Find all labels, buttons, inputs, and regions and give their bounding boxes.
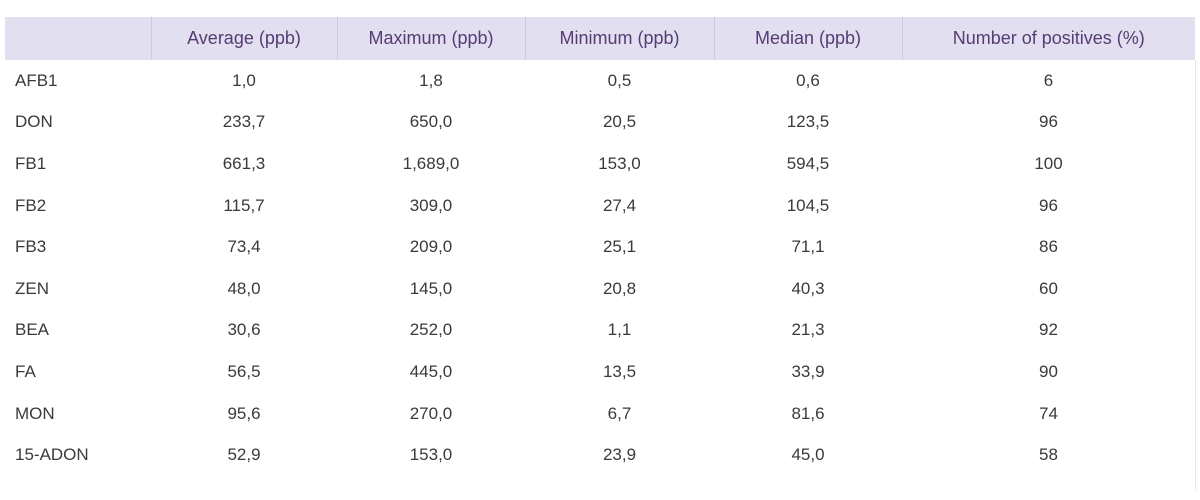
cell-median: 21,3 xyxy=(791,320,825,340)
table-row: DON 233,7 650,0 20,5 123,5 96 xyxy=(5,102,1195,144)
mycotoxin-table: Average (ppb) Maximum (ppb) Minimum (ppb… xyxy=(5,17,1195,476)
cell-maximum: 145,0 xyxy=(409,278,453,298)
cell-positives: 100 xyxy=(1034,153,1063,173)
header-cell-median: Median (ppb) xyxy=(713,17,902,60)
row-label: DON xyxy=(15,112,53,132)
cell-average: 1,0 xyxy=(232,70,256,90)
cell-median: 33,9 xyxy=(791,361,825,381)
cell-maximum: 1,689,0 xyxy=(402,153,460,173)
cell-maximum: 270,0 xyxy=(409,403,453,423)
cell-average: 661,3 xyxy=(222,153,266,173)
cell-positives: 86 xyxy=(1039,237,1058,257)
row-label: FB1 xyxy=(15,153,47,173)
cell-median: 0,6 xyxy=(796,70,820,90)
cell-minimum: 25,1 xyxy=(602,237,637,257)
cell-average: 73,4 xyxy=(227,237,261,257)
cell-maximum: 1,8 xyxy=(419,70,443,90)
row-label: FB3 xyxy=(15,237,47,257)
row-label: FA xyxy=(15,361,36,381)
cell-average: 56,5 xyxy=(227,361,261,381)
cell-median: 104,5 xyxy=(786,195,830,215)
cell-median: 45,0 xyxy=(791,445,825,465)
header-cell-maximum: Maximum (ppb) xyxy=(336,17,525,60)
table-right-border xyxy=(1195,60,1196,490)
table-row: FB2 115,7 309,0 27,4 104,5 96 xyxy=(5,185,1195,227)
cell-maximum: 650,0 xyxy=(409,112,453,132)
header-row: Average (ppb) Maximum (ppb) Minimum (ppb… xyxy=(5,17,1195,60)
table-row: BEA 30,6 252,0 1,1 21,3 92 xyxy=(5,310,1195,352)
header-cell-average: Average (ppb) xyxy=(150,17,337,60)
cell-positives: 60 xyxy=(1039,278,1058,298)
row-label: 15-ADON xyxy=(15,445,89,465)
cell-average: 52,9 xyxy=(227,445,261,465)
table-row: FA 56,5 445,0 13,5 33,9 90 xyxy=(5,351,1195,393)
cell-minimum: 6,7 xyxy=(607,403,632,423)
cell-maximum: 209,0 xyxy=(409,237,453,257)
cell-minimum: 1,1 xyxy=(607,320,632,340)
cell-positives: 90 xyxy=(1039,361,1058,381)
cell-positives: 96 xyxy=(1039,112,1058,132)
table-body: AFB1 1,0 1,8 0,5 0,6 6 DON 233,7 650,0 2… xyxy=(5,60,1195,476)
cell-maximum: 309,0 xyxy=(409,195,453,215)
cell-minimum: 153,0 xyxy=(598,153,641,173)
cell-average: 233,7 xyxy=(222,112,266,132)
cell-average: 30,6 xyxy=(227,320,261,340)
cell-maximum: 153,0 xyxy=(409,445,453,465)
cell-median: 40,3 xyxy=(791,278,825,298)
cell-maximum: 252,0 xyxy=(409,320,453,340)
table-row: FB1 661,3 1,689,0 153,0 594,5 100 xyxy=(5,143,1195,185)
cell-minimum: 20,5 xyxy=(602,112,637,132)
row-label: FB2 xyxy=(15,195,47,215)
cell-positives: 92 xyxy=(1039,320,1058,340)
cell-positives: 96 xyxy=(1039,195,1058,215)
row-label: BEA xyxy=(15,320,50,340)
row-label: MON xyxy=(15,403,55,423)
cell-positives: 74 xyxy=(1039,403,1058,423)
row-label: AFB1 xyxy=(15,70,58,90)
cell-positives: 58 xyxy=(1039,445,1058,465)
cell-average: 95,6 xyxy=(227,403,261,423)
cell-maximum: 445,0 xyxy=(409,361,453,381)
cell-minimum: 0,5 xyxy=(607,70,632,90)
cell-minimum: 20,8 xyxy=(602,278,637,298)
cell-median: 71,1 xyxy=(791,237,825,257)
table-row: ZEN 48,0 145,0 20,8 40,3 60 xyxy=(5,268,1195,310)
table-row: MON 95,6 270,0 6,7 81,6 74 xyxy=(5,393,1195,435)
table-row: AFB1 1,0 1,8 0,5 0,6 6 xyxy=(5,60,1195,102)
cell-median: 594,5 xyxy=(786,153,830,173)
header-cell-positives: Number of positives (%) xyxy=(901,17,1195,60)
cell-minimum: 23,9 xyxy=(602,445,637,465)
cell-minimum: 27,4 xyxy=(602,195,637,215)
cell-average: 115,7 xyxy=(223,195,265,215)
cell-median: 123,5 xyxy=(786,112,830,132)
table-row: FB3 73,4 209,0 25,1 71,1 86 xyxy=(5,226,1195,268)
cell-minimum: 13,5 xyxy=(602,361,637,381)
header-cell-blank xyxy=(5,17,151,60)
row-label: ZEN xyxy=(15,278,49,298)
header-cell-minimum: Minimum (ppb) xyxy=(524,17,714,60)
table-header: Average (ppb) Maximum (ppb) Minimum (ppb… xyxy=(5,17,1195,60)
cell-median: 81,6 xyxy=(791,403,825,423)
table-row: 15-ADON 52,9 153,0 23,9 45,0 58 xyxy=(5,434,1195,476)
cell-positives: 6 xyxy=(1043,70,1054,90)
cell-average: 48,0 xyxy=(227,278,261,298)
